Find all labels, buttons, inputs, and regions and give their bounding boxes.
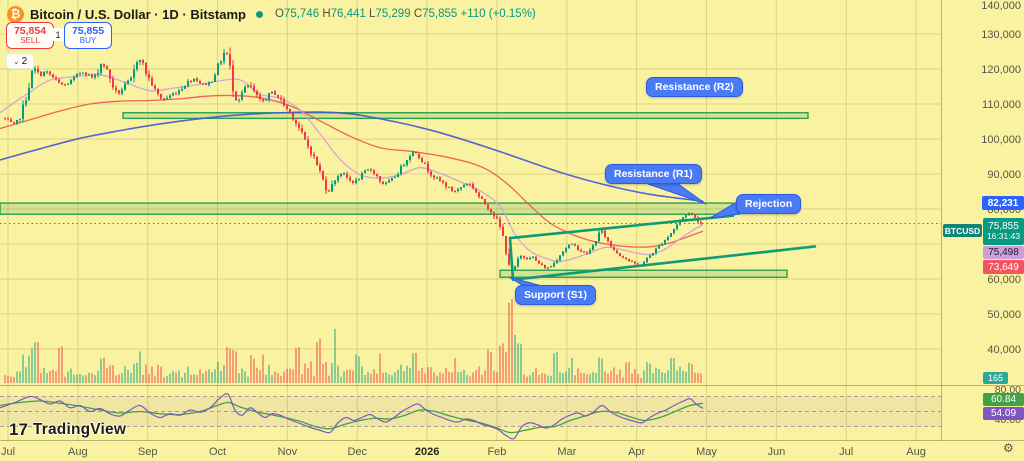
current-price-label: 75,855 16:31:43 [983, 218, 1024, 245]
svg-text:Nov: Nov [278, 446, 298, 458]
svg-text:Sep: Sep [138, 446, 158, 458]
symbol-title[interactable]: Bitcoin / U.S. Dollar · 1D · Bitstamp [30, 6, 246, 22]
svg-text:100,000: 100,000 [981, 134, 1021, 146]
svg-text:50,000: 50,000 [987, 309, 1021, 321]
svg-text:Jun: Jun [767, 446, 785, 458]
sell-label: SELL [20, 35, 40, 45]
moving-average-lines [0, 74, 704, 263]
ma-pink-price-label: 75,498 [983, 246, 1024, 259]
symbol-tag-label: BTCUSD [943, 224, 982, 237]
svg-text:40,000: 40,000 [987, 344, 1021, 356]
indicators-collapse-chip[interactable]: ⌄ 2 [6, 53, 34, 69]
r1-callout-tail [647, 180, 707, 205]
open-label: O [274, 8, 284, 20]
svg-text:Jul: Jul [1, 446, 15, 458]
candlestick-series [4, 47, 702, 271]
buy-button[interactable]: 75,855 BUY [64, 22, 112, 49]
tradingview-logo[interactable]: 17 TradingView [9, 420, 126, 440]
svg-text:Mar: Mar [557, 446, 576, 458]
svg-text:Aug: Aug [906, 446, 926, 458]
svg-text:May: May [696, 446, 717, 458]
rsi-pane [0, 393, 941, 440]
high-label: H [322, 8, 331, 20]
support-s1-callout[interactable]: Support (S1) [515, 285, 596, 305]
tradingview-logo-icon: 17 [9, 420, 28, 439]
resistance-r1-callout[interactable]: Resistance (R1) [605, 164, 702, 184]
timezone-settings-gear-icon[interactable]: ⚙ [1003, 441, 1014, 455]
countdown-timer: 16:31:43 [986, 231, 1021, 242]
high-value: 76,441 [330, 8, 366, 20]
close-label: C [413, 8, 423, 20]
chevron-down-icon: ⌄ [12, 56, 20, 66]
volume-value-label: 165 [983, 372, 1008, 384]
svg-text:130,000: 130,000 [981, 29, 1021, 41]
resistance-r2-callout[interactable]: Resistance (R2) [646, 77, 743, 97]
svg-text:Apr: Apr [628, 446, 645, 458]
svg-text:Oct: Oct [209, 446, 226, 458]
rsi-value-label: 54.09 [983, 407, 1024, 420]
rejection-callout[interactable]: Rejection [736, 194, 802, 214]
symbol-header: ₿ Bitcoin / U.S. Dollar · 1D · Bitstamp … [7, 5, 536, 23]
sell-price: 75,854 [13, 24, 47, 37]
low-label: L [369, 8, 376, 20]
alert-price-label: 82,231 [982, 196, 1024, 210]
spread-value: 1 [52, 28, 64, 41]
svg-text:140,000: 140,000 [981, 0, 1021, 12]
close-value: 75,855 [422, 8, 458, 20]
low-value: 75,299 [375, 8, 411, 20]
tradingview-logo-text: TradingView [32, 421, 127, 438]
svg-text:Jul: Jul [839, 446, 853, 458]
rsi-ma-value-label: 60.84 [983, 393, 1024, 406]
change-value: +110 (+0.15%) [460, 8, 536, 20]
bitcoin-logo-icon: ₿ [7, 5, 24, 23]
ohlc-values: O75,746 H76,441 L75,299 C75,855 +110 (+0… [275, 8, 536, 20]
volume-series [4, 299, 702, 383]
open-value: 75,746 [283, 8, 320, 20]
buy-label: BUY [79, 35, 97, 45]
buy-price: 75,855 [71, 24, 105, 37]
svg-text:110,000: 110,000 [982, 99, 1021, 111]
svg-text:Aug: Aug [68, 446, 88, 458]
svg-text:60,000: 60,000 [987, 274, 1021, 286]
svg-text:120,000: 120,000 [981, 64, 1021, 76]
svg-text:Dec: Dec [347, 446, 367, 458]
current-price-value: 75,855 [988, 221, 1019, 233]
ma-red-price-label: 73,649 [983, 260, 1024, 274]
sell-button[interactable]: 75,854 SELL [6, 22, 54, 49]
trendlines[interactable] [508, 214, 817, 282]
indicators-count: 2 [21, 55, 28, 67]
svg-text:2026: 2026 [415, 446, 439, 458]
svg-text:90,000: 90,000 [987, 169, 1021, 181]
svg-text:Feb: Feb [487, 446, 506, 458]
market-status-icon [255, 10, 263, 18]
grid-lines [0, 0, 1024, 441]
